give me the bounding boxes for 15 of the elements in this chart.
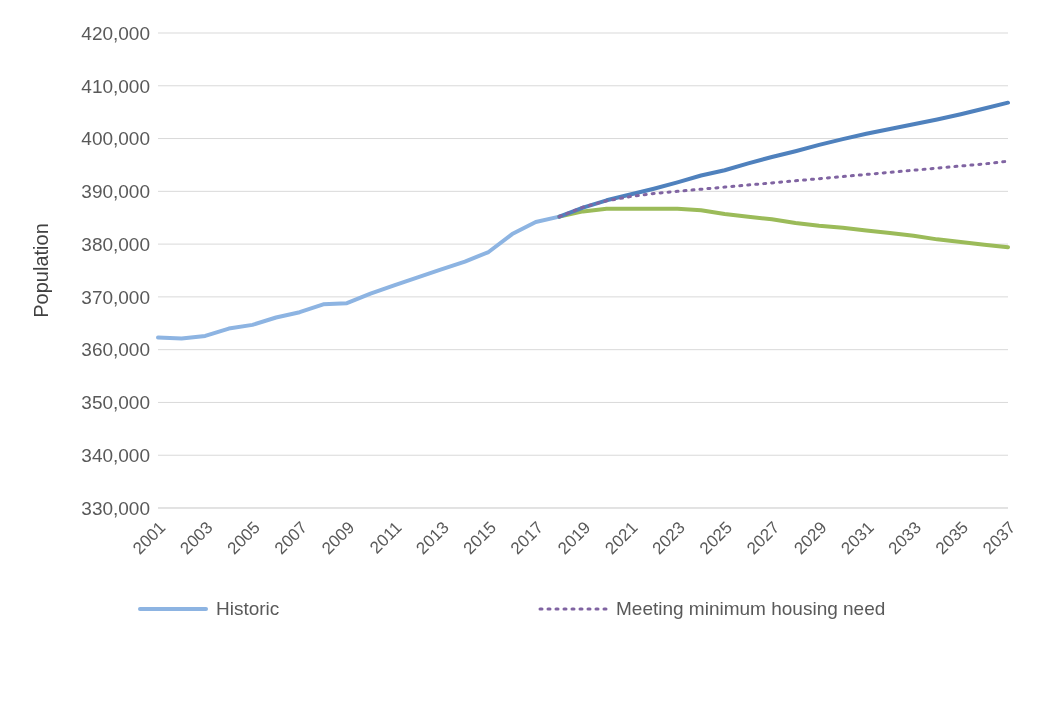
line-series [156,214,562,341]
y-tick-label: 350,000 [81,392,150,414]
legend-label: Meeting minimum housing need [616,598,886,620]
y-axis-title: Population [30,223,53,318]
y-tick-label: 420,000 [81,22,150,44]
y-tick-label: 360,000 [81,339,150,361]
y-tick-label: 330,000 [81,497,150,519]
y-tick-label: 390,000 [81,181,150,203]
line-series [557,100,1010,219]
y-tick-label: 340,000 [81,444,150,466]
y-tick-label: 400,000 [81,128,150,150]
y-tick-label: 370,000 [81,286,150,308]
y-tick-label: 410,000 [81,75,150,97]
y-tick-label: 380,000 [81,233,150,255]
legend-label: Historic [216,598,280,620]
